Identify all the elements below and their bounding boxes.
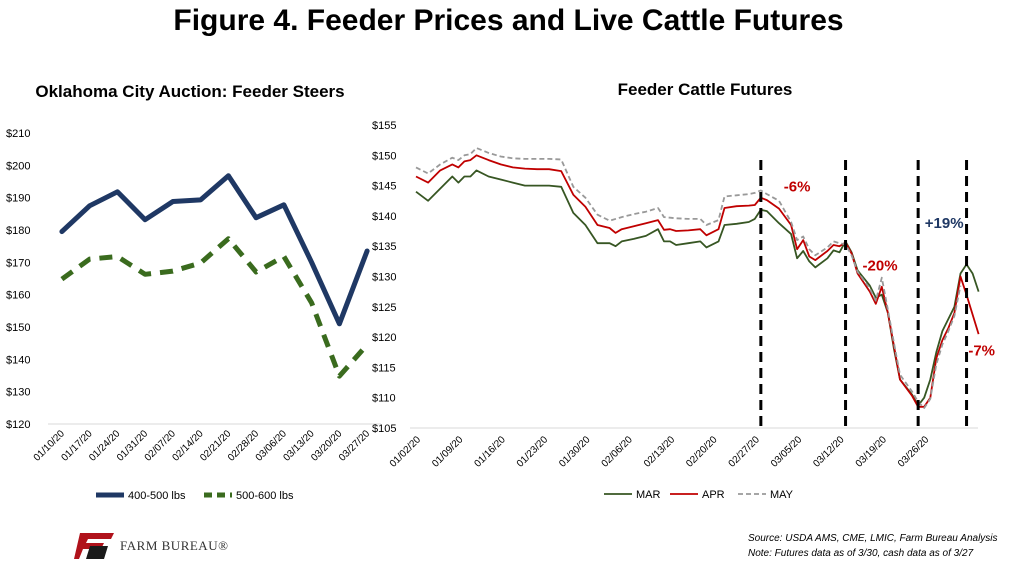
logo-text: FARM BUREAU® bbox=[120, 538, 229, 553]
figure-title: Figure 4. Feeder Prices and Live Cattle … bbox=[173, 4, 844, 37]
chart2-y-tick: $110 bbox=[372, 393, 396, 405]
chart2-y-tick: $105 bbox=[372, 423, 396, 435]
chart2-y-tick: $130 bbox=[372, 272, 396, 284]
chart1-y-tick: $120 bbox=[6, 419, 30, 431]
chart2-y-tick: $120 bbox=[372, 332, 396, 344]
chart2-y-tick: $115 bbox=[372, 362, 396, 374]
chart1-y-tick: $140 bbox=[6, 354, 30, 366]
chart2-y-tick: $125 bbox=[372, 302, 396, 314]
chart2-legend-label: APR bbox=[702, 489, 725, 501]
chart2-y-tick: $145 bbox=[372, 181, 396, 193]
chart2-legend-label: MAY bbox=[770, 489, 794, 501]
chart2-y-tick: $155 bbox=[372, 120, 396, 132]
chart2-x-tick: 02/20/20 bbox=[684, 434, 720, 470]
chart1-series-line bbox=[60, 236, 369, 379]
chart2-title: Feeder Cattle Futures bbox=[617, 80, 793, 99]
chart1-series-line bbox=[59, 173, 370, 327]
chart2-series-line bbox=[415, 169, 980, 407]
source-line: Source: USDA AMS, CME, LMIC, Farm Bureau… bbox=[748, 533, 998, 544]
chart1-y-tick: $160 bbox=[6, 290, 30, 302]
farm-bureau-logo: FARM BUREAU® bbox=[74, 533, 228, 559]
chart1-y-tick: $200 bbox=[6, 160, 30, 172]
chart2-annotation: -20% bbox=[863, 257, 898, 274]
chart1-y-tick: $190 bbox=[6, 193, 30, 205]
chart1-y-tick: $210 bbox=[6, 128, 30, 140]
chart2-x-tick: 01/30/20 bbox=[557, 434, 593, 470]
chart1-y-tick: $130 bbox=[6, 387, 30, 399]
chart2-legend-label: MAR bbox=[636, 489, 661, 501]
chart2-x-tick: 02/13/20 bbox=[642, 434, 678, 470]
chart1-legend-label: 500-600 lbs bbox=[236, 490, 294, 502]
chart2-annotation: +19% bbox=[925, 215, 964, 232]
chart2-series-line bbox=[415, 147, 962, 409]
chart2-x-tick: 01/09/20 bbox=[430, 434, 466, 470]
chart2-y-tick: $135 bbox=[372, 241, 396, 253]
chart2-x-tick: 03/26/20 bbox=[896, 434, 932, 470]
chart2-x-tick: 01/23/20 bbox=[515, 434, 551, 470]
chart1-title: Oklahoma City Auction: Feeder Steers bbox=[35, 82, 345, 101]
chart1-x-tick: 03/27/20 bbox=[337, 428, 373, 464]
chart2-x-tick: 02/27/20 bbox=[727, 434, 763, 470]
chart2-x-tick: 01/02/20 bbox=[388, 434, 424, 470]
chart1-y-tick: $170 bbox=[6, 257, 30, 269]
farm-bureau-logo-icon bbox=[74, 533, 114, 559]
chart2-y-tick: $140 bbox=[372, 211, 396, 223]
chart2-x-tick: 02/06/20 bbox=[600, 434, 636, 470]
chart1-y-tick: $180 bbox=[6, 225, 30, 237]
chart2-x-tick: 01/16/20 bbox=[473, 434, 509, 470]
note-line: Note: Futures data as of 3/30, cash data… bbox=[748, 548, 974, 559]
chart2-x-tick: 03/05/20 bbox=[769, 434, 805, 470]
chart2-series-line bbox=[415, 154, 980, 408]
source-note: Source: USDA AMS, CME, LMIC, Farm Bureau… bbox=[748, 531, 998, 561]
chart2-annotation: -7% bbox=[968, 342, 995, 359]
chart1-y-tick: $150 bbox=[6, 322, 30, 334]
chart2-x-tick: 03/19/20 bbox=[854, 434, 890, 470]
chart2-annotation: -6% bbox=[784, 179, 811, 196]
chart2-y-tick: $150 bbox=[372, 150, 396, 162]
chart1-legend-label: 400-500 lbs bbox=[128, 490, 186, 502]
chart2-x-tick: 03/12/20 bbox=[811, 434, 847, 470]
